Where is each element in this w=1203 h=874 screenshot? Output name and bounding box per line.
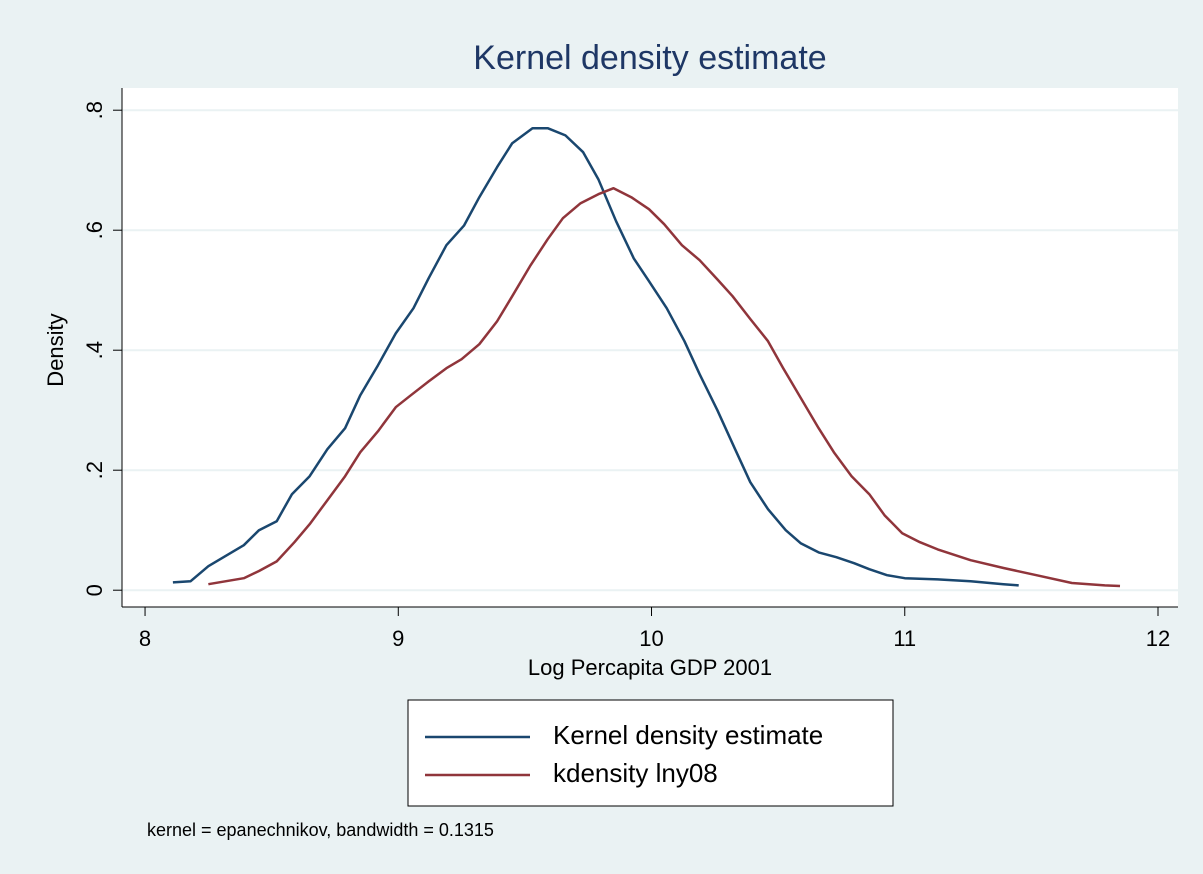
y-tick-label: .2 — [82, 461, 107, 479]
x-axis-label: Log Percapita GDP 2001 — [528, 655, 772, 680]
y-tick-label: .4 — [82, 341, 107, 359]
x-tick-label: 11 — [893, 626, 916, 651]
legend-box — [407, 699, 894, 807]
y-axis-label: Density — [43, 313, 68, 386]
line — [172, 126, 1019, 587]
y-tick-label: 0 — [82, 584, 107, 596]
x-tick-label: 8 — [139, 626, 151, 651]
x-tick-label: 9 — [392, 626, 404, 651]
note: kernel = epanechnikov, bandwidth = 0.131… — [147, 820, 494, 840]
legend-label: Kernel density estimate — [553, 720, 823, 750]
plot-area — [122, 88, 1178, 607]
chart-title: Kernel density estimate — [473, 39, 826, 77]
y-tick-label: .6 — [82, 221, 107, 239]
y-tick-label: .8 — [82, 101, 107, 119]
line — [208, 186, 1121, 588]
x-tick-label: 12 — [1146, 626, 1170, 651]
legend-label: kdensity lny08 — [553, 758, 718, 788]
x-tick-label: 10 — [639, 626, 663, 651]
